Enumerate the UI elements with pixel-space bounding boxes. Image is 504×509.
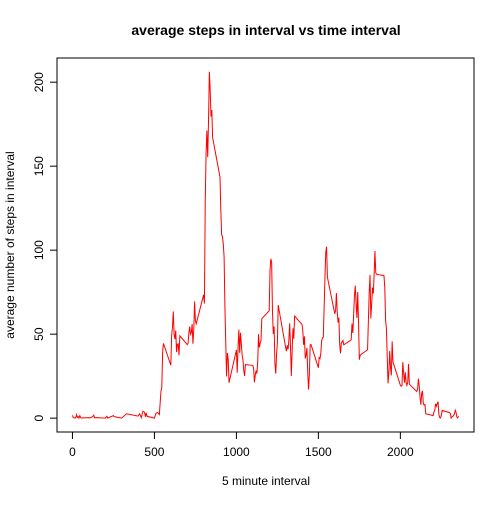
x-tick-label: 1000 xyxy=(223,445,250,459)
data-line xyxy=(71,71,460,420)
x-tick-label: 1500 xyxy=(305,445,332,459)
y-tick-label: 50 xyxy=(32,327,46,341)
y-tick-label: 0 xyxy=(32,414,46,421)
x-tick-label: 2000 xyxy=(387,445,414,459)
x-axis-label: 5 minute interval xyxy=(222,474,310,488)
plot-box xyxy=(56,57,475,433)
y-tick-label: 100 xyxy=(32,240,46,260)
y-tick-label: 200 xyxy=(32,72,46,92)
y-tick-label: 150 xyxy=(32,156,46,176)
x-tick-label: 500 xyxy=(144,445,164,459)
chart-title: average steps in interval vs time interv… xyxy=(131,22,400,38)
y-axis-label: average number of steps in interval xyxy=(3,151,17,338)
x-tick-label: 0 xyxy=(69,445,76,459)
